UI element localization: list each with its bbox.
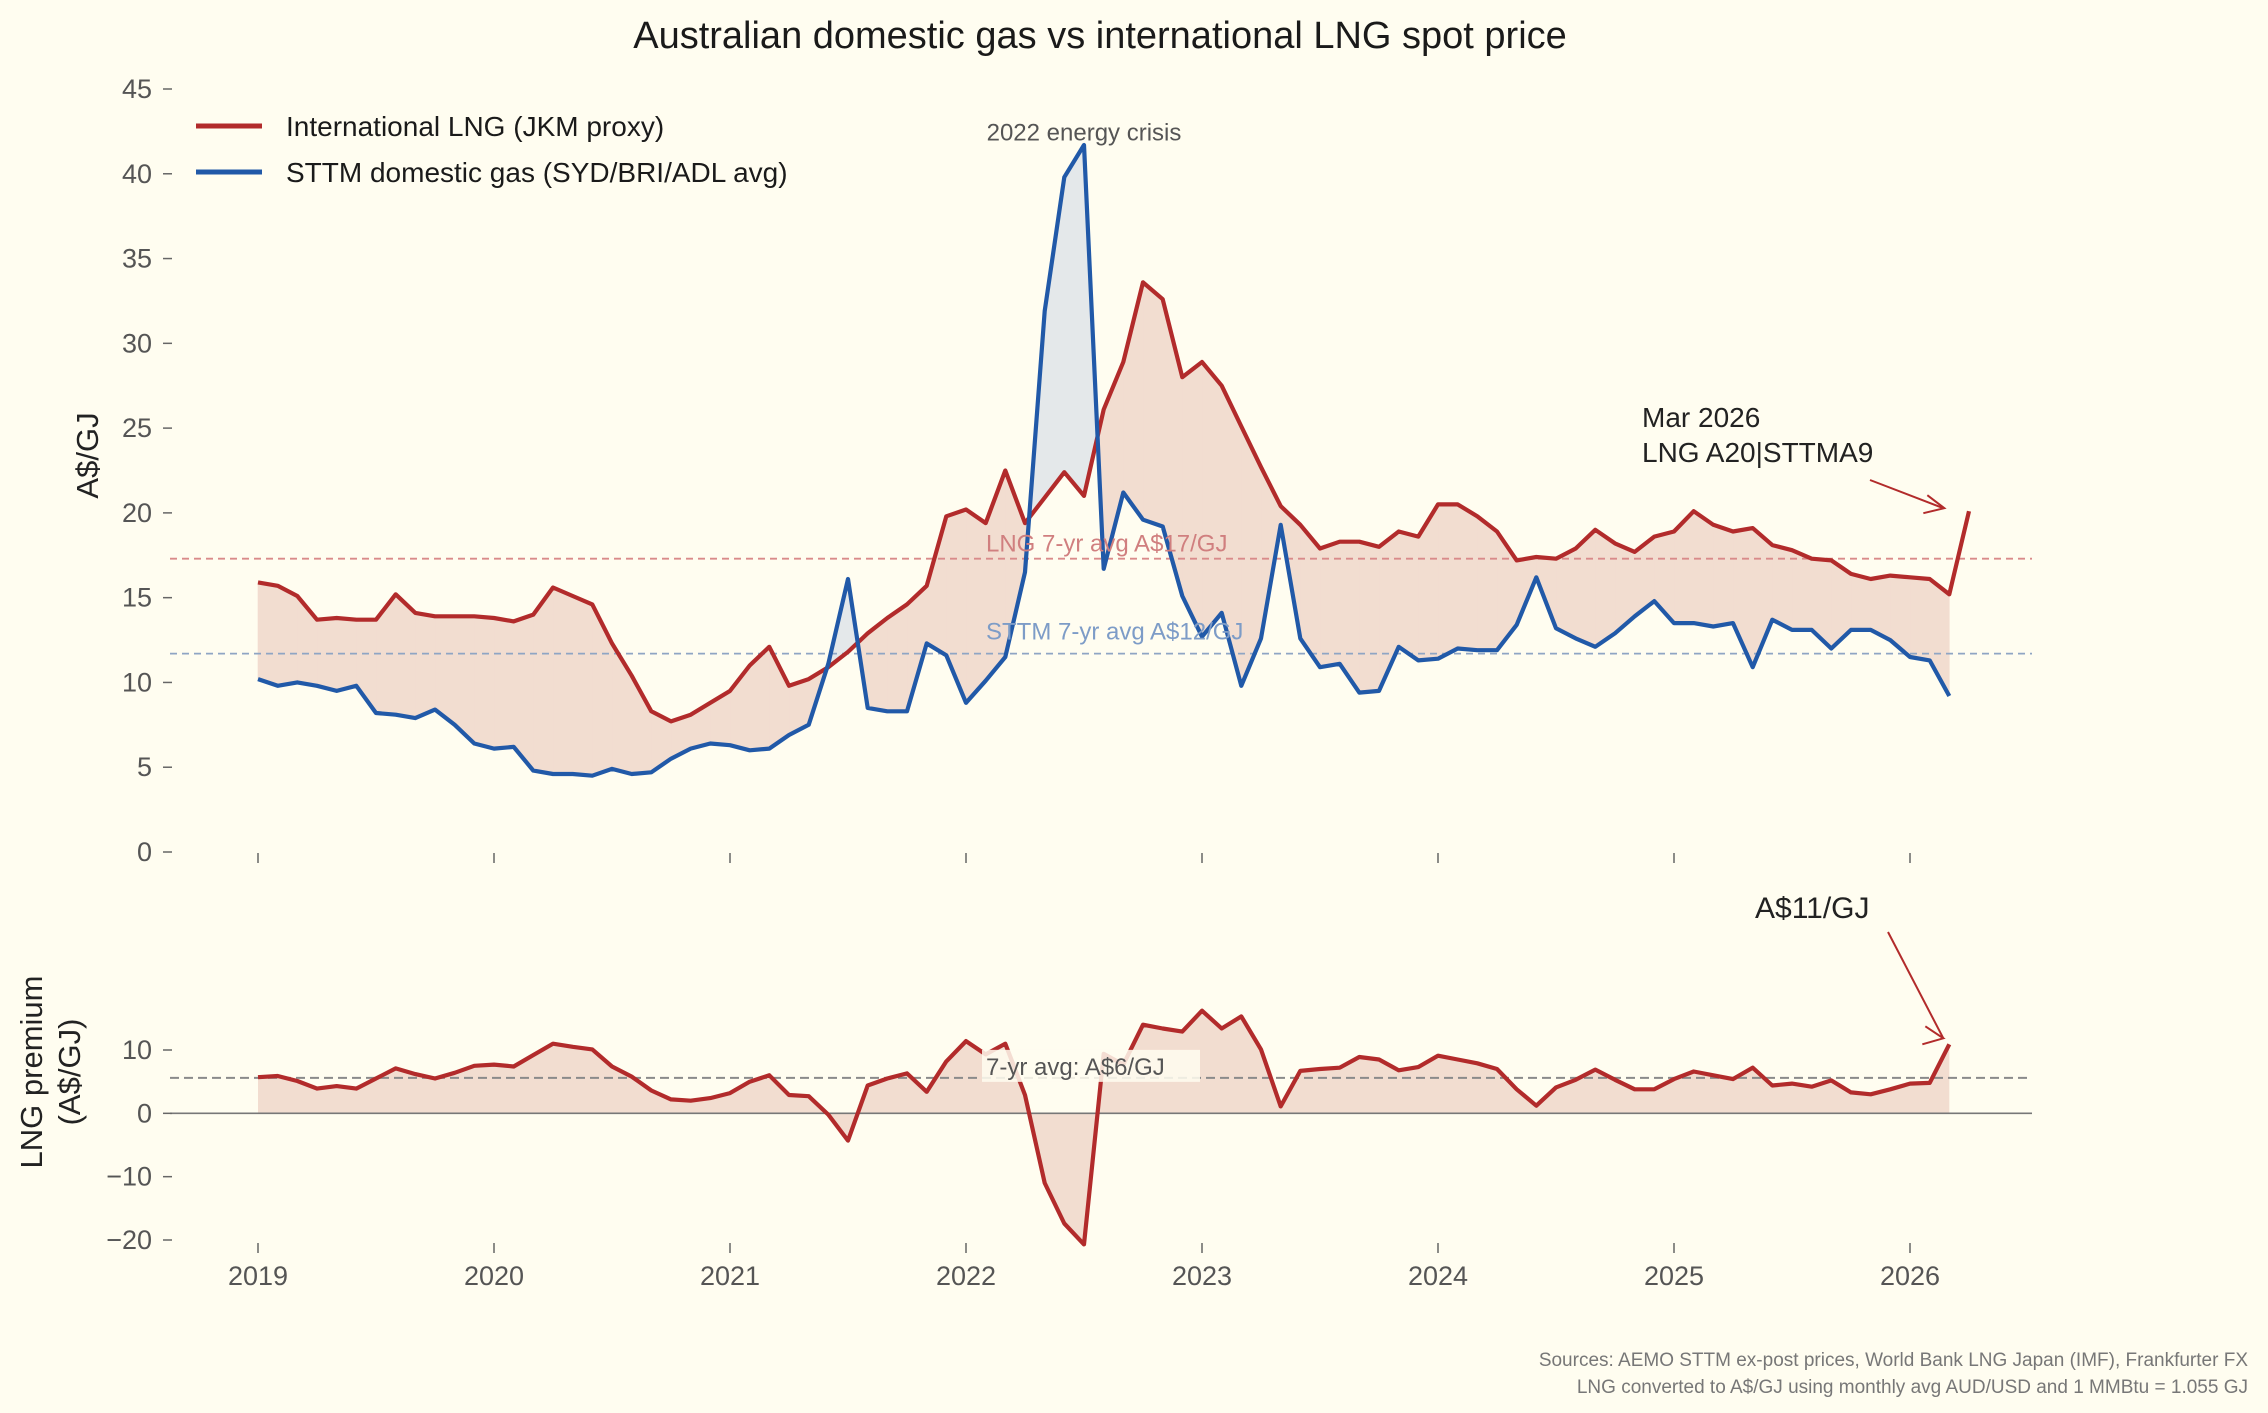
spread-fill xyxy=(1909,576,1930,661)
spread-fill xyxy=(493,617,515,749)
y-tick-label: 35 xyxy=(122,244,152,274)
premium-axis-title-2: (A$/GJ) xyxy=(52,1019,87,1126)
y-tick-label: 0 xyxy=(137,837,152,867)
spread-fill xyxy=(1555,548,1576,639)
x-tick-label: 2025 xyxy=(1644,1261,1704,1291)
premium-reference-label-box xyxy=(982,1049,1200,1082)
y-tick-label: 45 xyxy=(122,74,152,104)
annotation-latest-values: LNG A20|STTMA9 xyxy=(1642,437,1873,468)
source-note-1: Sources: AEMO STTM ex-post prices, World… xyxy=(1539,1350,2249,1371)
spread-fill xyxy=(434,615,456,726)
y-tick-label: 15 xyxy=(122,583,152,613)
spread-fill xyxy=(1791,549,1812,631)
x-tick-label: 2019 xyxy=(228,1261,288,1291)
premium-axis-title-1: LNG premium xyxy=(14,976,49,1169)
spread-fill xyxy=(1359,541,1380,693)
reference-label-lng: LNG 7-yr avg A$17/GJ xyxy=(986,531,1227,558)
y-tick-label: 30 xyxy=(122,328,152,358)
legend: International LNG (JKM proxy) STTM domes… xyxy=(196,111,788,188)
spread-fill xyxy=(1437,504,1458,660)
x-tick-label: 2022 xyxy=(936,1261,996,1291)
premium-annotation-arrow xyxy=(1887,931,1945,1039)
y-tick-label: 20 xyxy=(122,498,152,528)
spread-fill xyxy=(886,603,908,712)
y-tick-label: −20 xyxy=(106,1225,152,1255)
x-tick-label: 2024 xyxy=(1408,1261,1468,1291)
spread-fill xyxy=(257,582,279,687)
chart-title: Australian domestic gas vs international… xyxy=(633,15,1567,57)
spread-fill xyxy=(1182,361,1203,637)
y-tick-label: 10 xyxy=(122,1035,152,1065)
annotation-crisis: 2022 energy crisis xyxy=(987,119,1182,146)
spread-fill xyxy=(277,585,298,687)
source-note-2: LNG converted to A$/GJ using monthly avg… xyxy=(1577,1377,2248,1398)
y-tick-label: −10 xyxy=(106,1162,152,1192)
spread-fill xyxy=(1319,541,1340,668)
premium-annotation-arrowhead xyxy=(1922,1025,1946,1046)
y-tick-label: 40 xyxy=(122,159,152,189)
y-tick-label: 10 xyxy=(122,667,152,697)
spread-fill xyxy=(1064,143,1085,497)
price-panel: 0 5 10 15 20 25 30 35 40 45 A$/GJ LNG 7-yr avg A$17… xyxy=(70,74,2032,867)
spread-fill xyxy=(414,612,436,719)
annotation-arrow xyxy=(1869,479,1944,510)
spread-fill xyxy=(1693,510,1714,627)
annotation-latest-date: Mar 2026 xyxy=(1642,402,1760,433)
series-line-sttm xyxy=(257,142,1952,778)
spread-fill xyxy=(1713,524,1734,627)
premium-reference-label: 7-yr avg: A$6/GJ xyxy=(986,1054,1165,1081)
y-tick-label: 0 xyxy=(137,1098,152,1128)
reference-label-sttm: STTM 7-yr avg A$12/GJ xyxy=(986,619,1243,646)
y-tick-label: 5 xyxy=(137,752,152,782)
spread-fill xyxy=(965,508,987,704)
spread-fill xyxy=(1477,515,1498,651)
spread-fill xyxy=(552,587,574,775)
x-tick-label: 2023 xyxy=(1172,1261,1232,1291)
y-tick-label: 25 xyxy=(122,413,152,443)
premium-panel: 7-yr avg: A$6/GJ −20 −10 0 10 LNG premium (A$/… xyxy=(14,892,2032,1255)
spread-fill xyxy=(1457,503,1478,651)
spread-fill xyxy=(1398,531,1419,661)
spread-fill xyxy=(1142,281,1163,527)
legend-label-sttm: STTM domestic gas (SYD/BRI/ADL avg) xyxy=(286,157,788,188)
legend-label-lng: International LNG (JKM proxy) xyxy=(286,111,664,142)
x-tick-label: 2021 xyxy=(700,1261,760,1291)
spread-fill xyxy=(532,586,554,775)
spread-fill xyxy=(1201,361,1222,638)
spread-fill xyxy=(572,595,593,777)
x-tick-label: 2020 xyxy=(464,1261,524,1291)
spread-fill xyxy=(1850,573,1871,631)
annotation-arrowhead xyxy=(1923,494,1947,515)
x-axis: 2019 2020 2021 2022 2023 2024 2025 2026 xyxy=(228,853,1940,1291)
spread-fill xyxy=(1595,529,1616,648)
spread-fill xyxy=(473,615,495,749)
y-axis-title: A$/GJ xyxy=(70,412,105,498)
series-line-lng xyxy=(257,280,1972,724)
spread-fill xyxy=(454,615,475,745)
x-tick-label: 2026 xyxy=(1880,1261,1940,1291)
premium-annotation: A$11/GJ xyxy=(1755,892,1870,925)
